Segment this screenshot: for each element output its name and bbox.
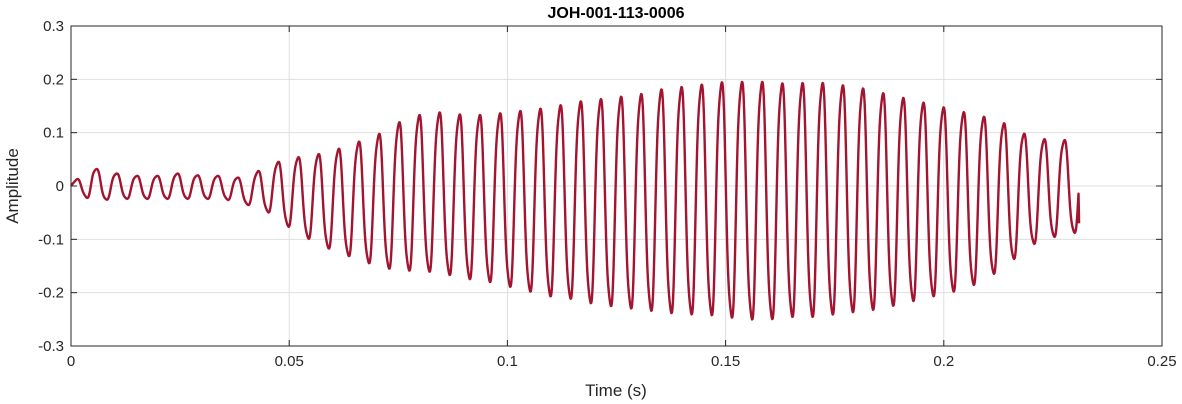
x-tick-label: 0.05 bbox=[275, 353, 304, 370]
y-tick-label: 0.2 bbox=[43, 71, 64, 88]
chart-title: JOH-001-113-0006 bbox=[548, 5, 685, 22]
y-tick-label: 0.3 bbox=[43, 18, 64, 35]
y-tick-label: -0.1 bbox=[38, 231, 64, 248]
x-tick-label: 0 bbox=[67, 353, 75, 370]
signal-line bbox=[70, 80, 1081, 321]
y-tick-label: -0.2 bbox=[38, 285, 64, 302]
x-tick-label: 0.25 bbox=[1147, 353, 1176, 370]
y-tick-label: 0 bbox=[56, 178, 64, 195]
x-axis-label: Time (s) bbox=[585, 381, 647, 400]
ticks: 0 0.05 0.1 0.15 0.2 0.25 -0.3 -0.2 -0.1 0 0.1 0.2 0.… bbox=[38, 18, 1176, 370]
x-tick-label: 0.15 bbox=[711, 353, 740, 370]
x-tick-label: 0.2 bbox=[933, 353, 954, 370]
y-tick-label: 0.1 bbox=[43, 125, 64, 142]
y-axis-label: Amplitude bbox=[3, 148, 22, 224]
x-tick-label: 0.1 bbox=[497, 353, 518, 370]
y-tick-label: -0.3 bbox=[38, 338, 64, 355]
